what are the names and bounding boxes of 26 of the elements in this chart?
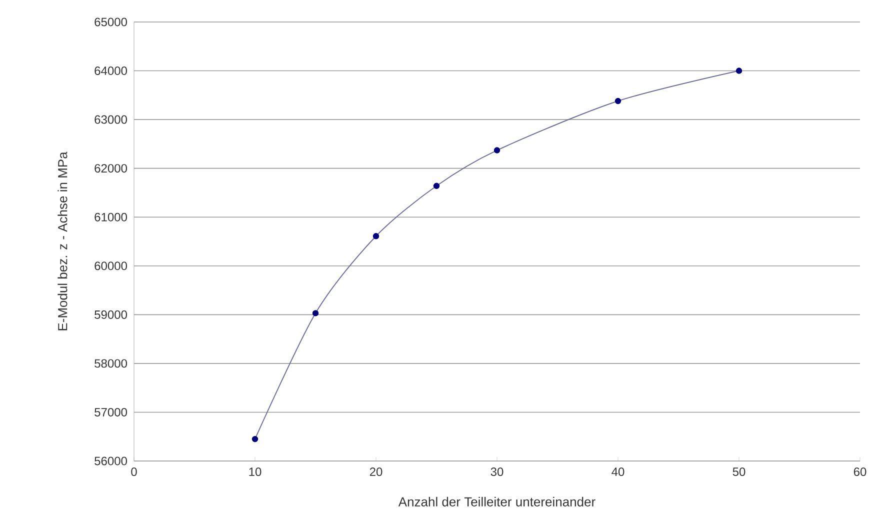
y-tick-label: 65000 [94, 18, 127, 26]
y-tick-label: 58000 [94, 359, 127, 368]
x-tick-label: 10 [249, 468, 262, 476]
y-tick-label: 63000 [94, 115, 127, 124]
y-tick-label: 62000 [94, 164, 127, 173]
y-tick-label: 56000 [94, 456, 127, 466]
x-tick-label: 60 [854, 468, 866, 476]
point [312, 310, 319, 316]
y-tick-label: 60000 [94, 262, 127, 270]
x-tick-label: 50 [732, 468, 746, 476]
y-tick-label: 57000 [94, 408, 127, 416]
y-axis-title: E-Modul bez. z - Achse in MPa [58, 152, 68, 330]
y-tick-label: 61000 [94, 212, 127, 222]
y-tick-label: 64000 [94, 66, 127, 76]
y-tick-label: 59000 [94, 310, 127, 319]
x-tick-label: 0 [131, 468, 137, 476]
point [372, 233, 380, 240]
point [433, 182, 440, 189]
x-tick-label: 20 [370, 468, 382, 476]
point [252, 436, 258, 442]
point [494, 147, 500, 154]
point [736, 68, 742, 74]
x-axis-title: Anzahl der Teilleiter untereinander [398, 496, 596, 506]
point [614, 98, 622, 104]
x-tick-label: 40 [612, 468, 624, 476]
x-tick-label: 30 [490, 468, 504, 476]
